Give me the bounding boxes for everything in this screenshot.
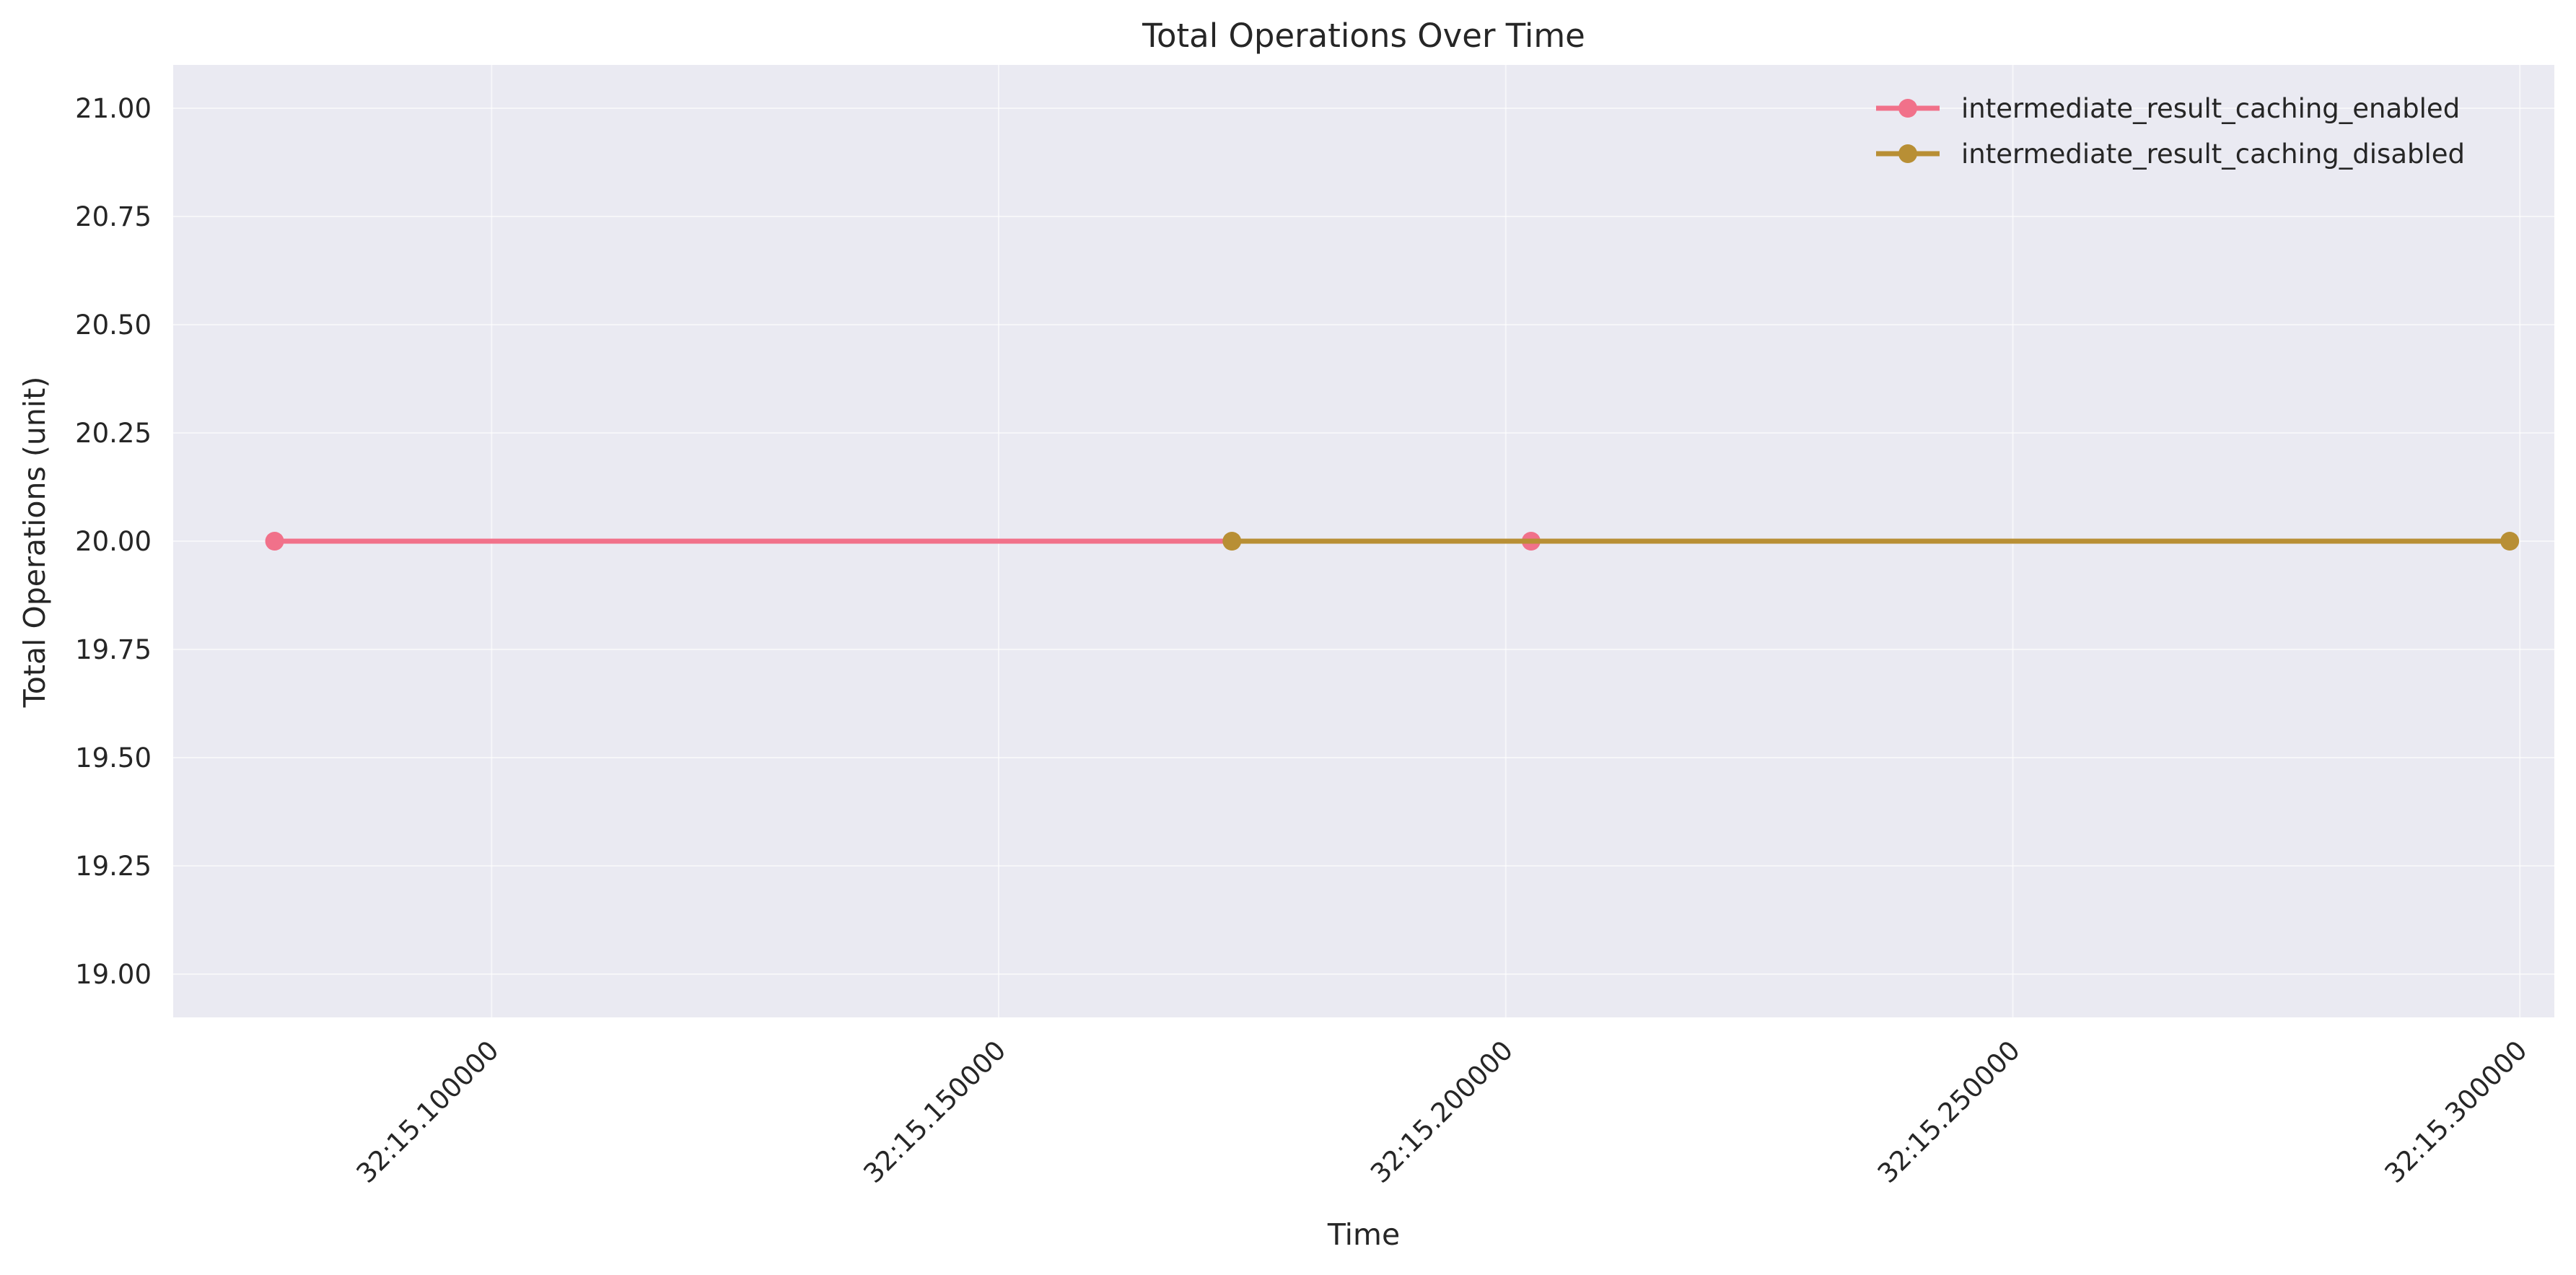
y-tick-label: 20.00: [75, 526, 152, 557]
data-point: [1222, 532, 1242, 551]
y-tick-label: 19.25: [75, 851, 152, 882]
y-tick-label: 19.50: [75, 742, 152, 774]
legend: intermediate_result_caching_enabledinter…: [1876, 93, 2465, 170]
legend-item: intermediate_result_caching_disabled: [1876, 139, 2465, 170]
data-point: [2500, 532, 2520, 551]
y-tick-label: 20.75: [75, 201, 152, 232]
legend-swatch-marker: [1898, 99, 1917, 118]
legend-label: intermediate_result_caching_disabled: [1961, 139, 2465, 170]
y-tick-label: 19.00: [75, 959, 152, 990]
y-tick-label: 20.50: [75, 310, 152, 341]
data-point: [265, 532, 284, 551]
legend-item: intermediate_result_caching_enabled: [1876, 93, 2460, 124]
chart-title: Total Operations Over Time: [1142, 17, 1585, 55]
y-tick-label: 21.00: [75, 93, 152, 124]
series-layer: [265, 532, 2520, 551]
legend-swatch-marker: [1898, 144, 1917, 163]
y-tick-label: 19.75: [75, 634, 152, 665]
y-axis-ticks: 19.00 19.25 19.50 19.75 20.00 20.25 20.50 20.75…: [75, 93, 152, 990]
legend-label: intermediate_result_caching_enabled: [1961, 93, 2460, 124]
series-2: [1222, 532, 2520, 551]
x-axis-label: Time: [1327, 1217, 1400, 1252]
y-axis-label: Total Operations (unit): [17, 377, 52, 709]
y-tick-label: 20.25: [75, 418, 152, 449]
